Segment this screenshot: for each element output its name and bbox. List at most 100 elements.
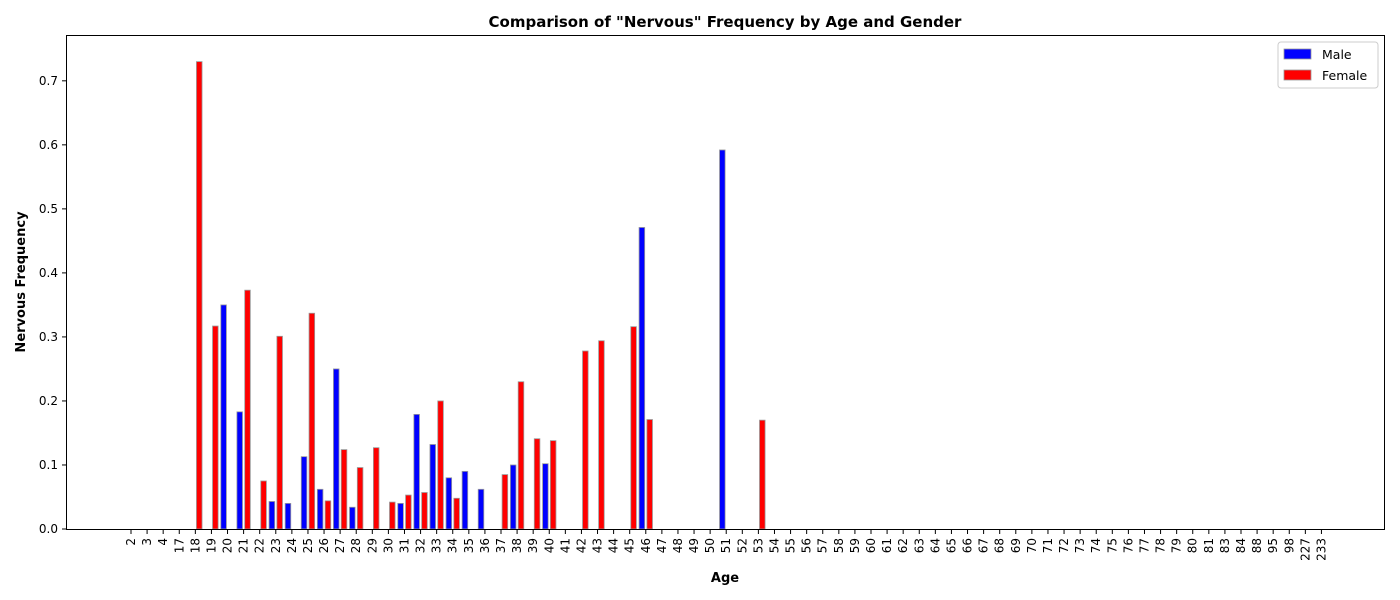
female-bar [324, 500, 332, 530]
x-tick-label: 28 [349, 538, 363, 553]
male-bar [333, 368, 340, 530]
male-bar [349, 506, 356, 530]
y-tick-label: 0.2 [39, 394, 58, 408]
female-bar [759, 419, 766, 530]
x-tick-label: 48 [671, 538, 685, 553]
x-tick-label: 69 [1009, 538, 1023, 553]
x-tick-label: 54 [767, 538, 781, 553]
female-bar [260, 480, 267, 530]
female-bar [340, 449, 348, 530]
female-bar [437, 400, 444, 530]
x-tick-label: 19 [204, 538, 218, 553]
female-bar [212, 325, 219, 530]
male-bar [542, 463, 549, 530]
x-tick-label: 83 [1218, 538, 1232, 553]
x-tick-label: 47 [655, 538, 669, 553]
y-tick-label: 0.7 [39, 74, 58, 88]
female-bar [405, 494, 412, 530]
x-tick-label: 40 [542, 538, 556, 553]
male-bar [413, 413, 420, 530]
x-tick-label: 2 [124, 538, 138, 546]
plot-frame [66, 35, 1385, 530]
female-bar [598, 340, 605, 530]
x-tick-label: 65 [944, 538, 958, 553]
female-bar [453, 497, 460, 530]
x-tick-label: 50 [703, 538, 717, 553]
female-bar [276, 335, 283, 530]
x-tick-label: 72 [1057, 538, 1071, 553]
x-tick-label: 74 [1089, 538, 1103, 553]
female-bar [582, 350, 589, 530]
x-tick-label: 95 [1266, 538, 1280, 553]
x-tick-label: 51 [719, 538, 733, 553]
x-tick-label: 80 [1186, 538, 1200, 553]
x-tick-label: 49 [687, 538, 701, 553]
male-bar [220, 304, 227, 530]
x-tick-label: 73 [1073, 538, 1087, 553]
x-tick-label: 38 [510, 538, 524, 553]
x-tick-label: 53 [751, 538, 765, 553]
y-axis: 0.0 0.1 0.2 0.3 0.4 0.5 0.6 0.7 [39, 74, 67, 536]
x-tick-label: 35 [462, 538, 476, 553]
x-tick-label: 22 [253, 538, 267, 553]
x-tick-label: 36 [478, 538, 492, 553]
x-axis-label: Age [711, 571, 739, 586]
x-tick-label: 32 [414, 538, 428, 553]
female-bar [630, 326, 637, 530]
male-bar [719, 149, 726, 530]
y-tick-label: 0.4 [39, 266, 58, 280]
x-tick-label: 233 [1314, 538, 1328, 561]
male-bar [284, 502, 292, 530]
x-tick-label: 63 [912, 538, 926, 553]
x-tick-label: 55 [784, 538, 798, 553]
female-bar [373, 447, 380, 530]
x-tick-label: 59 [848, 538, 862, 553]
female-bar [533, 438, 541, 530]
y-tick-label: 0.1 [39, 458, 58, 472]
x-tick-label: 46 [639, 538, 653, 553]
x-tick-label: 75 [1105, 538, 1119, 553]
female-bar [356, 467, 364, 530]
female-bar [549, 440, 557, 530]
x-tick-label: 67 [977, 538, 991, 553]
legend-swatch-male [1283, 48, 1312, 60]
x-tick-label: 26 [317, 538, 331, 553]
x-tick-label: 71 [1041, 538, 1055, 553]
female-bar [308, 312, 316, 530]
y-axis-label: Nervous Frequency [14, 211, 29, 353]
x-tick-label: 60 [864, 538, 878, 553]
female-bar [389, 501, 396, 530]
x-tick-label: 98 [1282, 538, 1296, 553]
x-tick-label: 64 [928, 538, 942, 553]
plot-area [196, 61, 766, 530]
legend: Male Female [1277, 41, 1379, 89]
x-axis: 2 3 4 17 18 19 20 21 22 23 24 25 26 27 28 29 30 31 32 33 34 3… [124, 529, 1328, 561]
x-tick-label: 44 [607, 538, 621, 553]
x-tick-label: 77 [1137, 538, 1151, 553]
x-tick-label: 43 [591, 538, 605, 553]
x-tick-label: 27 [333, 538, 347, 553]
male-bar [638, 227, 646, 530]
x-tick-label: 79 [1170, 538, 1184, 553]
x-tick-label: 57 [816, 538, 830, 553]
female-bar [646, 419, 653, 530]
x-tick-label: 23 [269, 538, 283, 553]
x-tick-label: 24 [285, 538, 299, 553]
x-tick-label: 58 [832, 538, 846, 553]
x-tick-label: 88 [1250, 538, 1264, 553]
x-tick-label: 41 [558, 538, 572, 553]
x-tick-label: 17 [172, 538, 186, 553]
male-bar [300, 456, 308, 530]
x-tick-label: 31 [397, 538, 411, 553]
x-tick-label: 21 [237, 538, 251, 553]
male-bar [397, 502, 404, 530]
x-tick-label: 52 [735, 538, 749, 553]
legend-label-male: Male [1322, 47, 1352, 62]
x-tick-label: 33 [430, 538, 444, 553]
female-bar [196, 61, 203, 530]
x-tick-label: 68 [993, 538, 1007, 553]
female-bar [244, 289, 251, 530]
x-tick-label: 61 [880, 538, 894, 553]
x-tick-label: 45 [623, 538, 637, 553]
